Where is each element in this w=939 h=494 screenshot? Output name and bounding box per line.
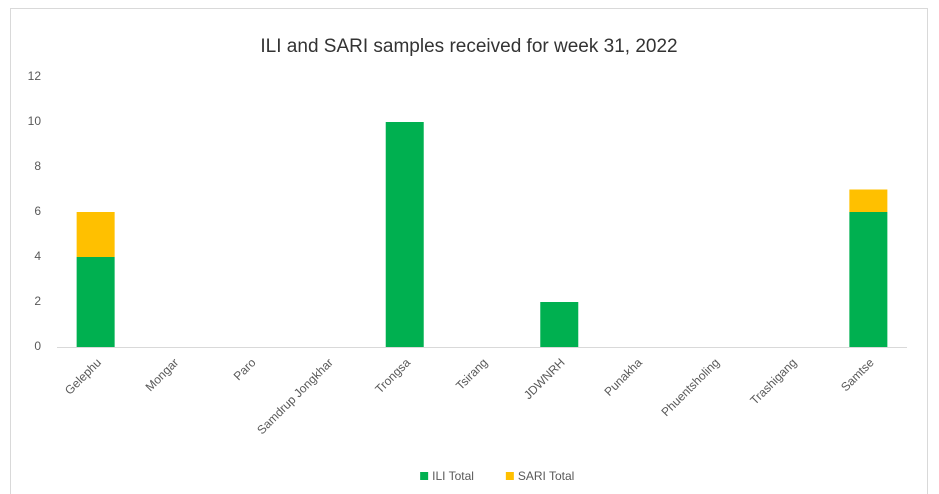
legend-label: SARI Total [518,469,574,483]
y-tick-label: 8 [34,159,41,173]
bar-segment [540,302,579,347]
bar-segment [849,189,888,212]
chart-title: ILI and SARI samples received for week 3… [260,36,677,57]
y-tick-label: 2 [34,294,41,308]
y-tick-label: 10 [28,114,42,128]
bar-segment [76,257,115,347]
y-tick-label: 4 [34,249,41,263]
legend-label: ILI Total [432,469,474,483]
chart-border [10,8,928,494]
legend-swatch [505,472,514,480]
bar-segment [76,212,115,257]
y-tick-label: 0 [34,339,41,353]
legend-swatch [420,472,429,480]
y-tick-label: 12 [28,69,42,83]
bar-segment [849,212,888,347]
y-tick-label: 6 [34,204,41,218]
bar-segment [385,122,424,347]
